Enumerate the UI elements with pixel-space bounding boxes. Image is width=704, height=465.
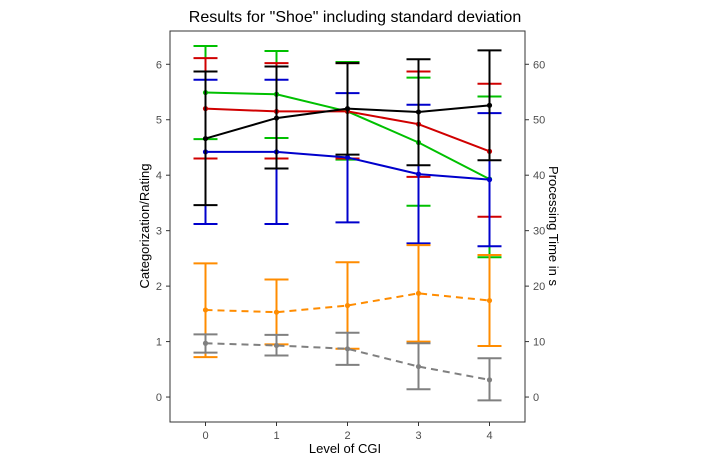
data-point <box>486 177 493 183</box>
data-point <box>344 302 351 309</box>
data-point <box>273 309 280 315</box>
y-tick-label-1: 1 <box>156 337 162 349</box>
y2-tick-label-3: 30 <box>533 226 545 238</box>
chart-title: Results for "Shoe" including standard de… <box>189 9 521 26</box>
y-tick-label-0: 0 <box>156 392 162 404</box>
x-axis-title: Level of CGI <box>309 441 381 456</box>
x-tick-label-2: 2 <box>344 430 350 442</box>
data-point <box>273 115 280 121</box>
y-axis-left: 0 1 2 3 4 5 6 <box>156 59 170 404</box>
data-point <box>344 346 351 352</box>
y2-tick-label-0: 0 <box>533 392 539 404</box>
data-point <box>273 342 280 349</box>
y2-tick-label-5: 50 <box>533 115 545 127</box>
data-point <box>202 307 209 313</box>
y-tick-label-4: 4 <box>156 170 162 182</box>
y-tick-label-5: 5 <box>156 115 162 127</box>
data-point <box>202 135 209 142</box>
y2-tick-label-6: 60 <box>533 59 545 71</box>
data-point <box>344 106 351 112</box>
x-tick-label-4: 4 <box>486 430 492 442</box>
y2-tick-label-2: 20 <box>533 281 545 293</box>
x-tick-label-3: 3 <box>415 430 421 442</box>
data-point <box>486 102 493 108</box>
x-axis: 0 1 2 3 4 <box>202 422 493 442</box>
y-axis-title: Categorization/Rating <box>137 163 152 288</box>
data-point <box>486 377 493 383</box>
data-point <box>486 297 493 304</box>
x-tick-label-1: 1 <box>273 430 279 442</box>
series-5 <box>193 331 502 402</box>
series-3 <box>193 49 502 207</box>
data-point <box>415 290 422 296</box>
plot-series <box>193 44 502 402</box>
y-tick-label-6: 6 <box>156 59 162 71</box>
x-tick-label-0: 0 <box>202 430 208 442</box>
y2-tick-label-4: 40 <box>533 170 545 182</box>
data-point <box>415 109 422 115</box>
y-tick-label-3: 3 <box>156 226 162 238</box>
y-axis-right: 0 10 20 30 40 50 60 <box>525 59 545 404</box>
data-point <box>344 154 351 161</box>
y2-axis-title: Processing Time in s <box>546 166 561 286</box>
y-tick-label-2: 2 <box>156 281 162 293</box>
data-point <box>415 171 422 177</box>
data-point <box>415 363 422 370</box>
data-point <box>202 340 209 346</box>
y2-tick-label-1: 10 <box>533 337 545 349</box>
